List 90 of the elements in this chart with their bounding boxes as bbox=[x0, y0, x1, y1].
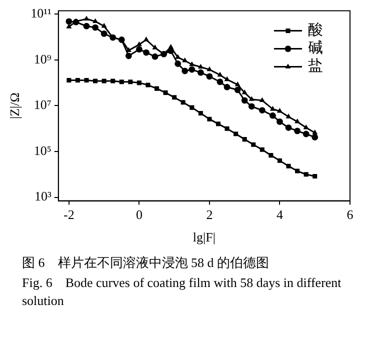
point bbox=[206, 73, 213, 80]
point bbox=[216, 122, 221, 126]
point bbox=[286, 114, 292, 118]
point bbox=[198, 64, 204, 69]
point bbox=[259, 97, 265, 102]
point bbox=[258, 107, 266, 114]
y-tick-label: 10³ bbox=[34, 188, 52, 204]
point bbox=[66, 78, 72, 82]
x-tick-label: 6 bbox=[346, 207, 354, 222]
point bbox=[303, 124, 309, 130]
point bbox=[197, 69, 204, 76]
point bbox=[136, 80, 142, 86]
point bbox=[312, 174, 318, 178]
point bbox=[180, 100, 186, 105]
y-tick-label: 10⁵ bbox=[34, 142, 52, 158]
point bbox=[136, 46, 142, 53]
x-tick-label: 0 bbox=[136, 207, 142, 222]
point bbox=[92, 24, 98, 31]
point bbox=[207, 116, 212, 122]
point bbox=[168, 48, 174, 54]
point bbox=[234, 132, 238, 136]
point bbox=[260, 147, 264, 152]
point bbox=[224, 84, 230, 90]
point bbox=[286, 164, 291, 168]
point bbox=[119, 80, 124, 84]
point bbox=[270, 112, 276, 119]
x-tick-label: 4 bbox=[276, 207, 284, 222]
point bbox=[152, 44, 158, 50]
point bbox=[295, 168, 300, 174]
point bbox=[189, 61, 195, 66]
point bbox=[101, 22, 107, 28]
point bbox=[276, 118, 283, 125]
point bbox=[190, 105, 194, 110]
point bbox=[188, 66, 196, 73]
point bbox=[152, 53, 158, 60]
y-tick-label: 10¹¹ bbox=[30, 6, 52, 21]
point bbox=[285, 124, 292, 131]
point bbox=[248, 103, 255, 110]
legend-label: 碱 bbox=[308, 38, 323, 57]
point bbox=[312, 134, 318, 140]
point bbox=[248, 96, 254, 101]
point bbox=[277, 158, 282, 163]
point bbox=[224, 76, 230, 82]
y-tick-label: 10⁹ bbox=[34, 51, 52, 66]
point bbox=[100, 30, 108, 37]
point bbox=[66, 18, 72, 25]
point bbox=[241, 97, 248, 104]
point bbox=[234, 86, 241, 94]
point bbox=[198, 110, 203, 116]
point bbox=[146, 82, 150, 88]
caption: 图 6 样片在不同溶液中浸泡 58 d 的伯德图 bbox=[22, 254, 270, 272]
point bbox=[84, 16, 90, 20]
point bbox=[143, 49, 150, 56]
point bbox=[234, 81, 240, 86]
point bbox=[312, 130, 318, 134]
point bbox=[217, 72, 223, 77]
x-tick-label: 2 bbox=[206, 207, 213, 222]
point bbox=[125, 52, 132, 60]
point bbox=[83, 22, 90, 30]
point bbox=[182, 68, 188, 74]
point bbox=[302, 130, 310, 138]
caption: Fig. 6 Bode curves of coating film with 58 days in different solution bbox=[22, 274, 342, 310]
point bbox=[102, 78, 106, 84]
x-tick-label: -2 bbox=[64, 207, 74, 222]
point bbox=[294, 128, 300, 134]
point bbox=[128, 80, 133, 84]
x-axis-title: lg|F| bbox=[192, 230, 216, 245]
point bbox=[216, 78, 224, 86]
point bbox=[143, 36, 149, 42]
point bbox=[174, 60, 182, 67]
y-axis-title: |Z|/Ω bbox=[7, 92, 22, 120]
point bbox=[182, 57, 188, 62]
point bbox=[242, 89, 248, 94]
point bbox=[154, 86, 160, 91]
point bbox=[93, 78, 98, 84]
point bbox=[268, 153, 274, 158]
point bbox=[251, 142, 256, 147]
point bbox=[294, 118, 300, 124]
point bbox=[172, 95, 177, 100]
point bbox=[84, 78, 89, 82]
point bbox=[110, 78, 116, 84]
point bbox=[304, 172, 308, 177]
point bbox=[242, 137, 247, 142]
legend-label: 酸 bbox=[308, 20, 323, 39]
legend-label: 盐 bbox=[308, 56, 323, 75]
point bbox=[224, 126, 230, 131]
point bbox=[75, 78, 80, 82]
point bbox=[270, 106, 276, 111]
y-tick-label: 10⁷ bbox=[34, 97, 52, 112]
point bbox=[163, 90, 168, 95]
